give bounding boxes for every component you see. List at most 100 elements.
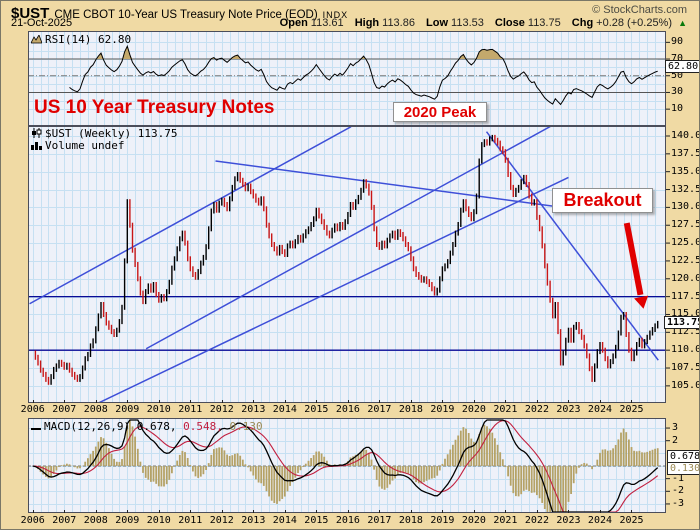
macd-legend: MACD(12,26,9) 0.678, 0.548, 0.130 — [31, 421, 263, 433]
macd-axis-label: -3 — [672, 497, 685, 509]
rsi-axis-label: 10 — [671, 103, 684, 115]
year-label: 2008 — [83, 515, 108, 526]
rsi-axis-label: 90 — [671, 36, 684, 48]
indicator-mountain-icon — [30, 34, 43, 44]
open-label: Open — [279, 17, 308, 29]
chart-date: 21-Oct-2025 — [11, 17, 73, 29]
year-label: 2013 — [241, 515, 266, 526]
chg-value: +0.28 (+0.25%) — [596, 17, 673, 29]
macd-axis-label: -1 — [672, 472, 685, 484]
price-axis-label: 132.5 — [671, 183, 700, 195]
price-axis-label: 122.5 — [671, 254, 700, 266]
year-label: 2007 — [52, 515, 77, 526]
year-label: 2018 — [398, 404, 423, 415]
year-label: 2009 — [115, 404, 140, 415]
main-series — [28, 126, 666, 403]
stockcharts-credit: © StockCharts.com — [592, 4, 687, 16]
macd-signal-value: 0.548, — [183, 420, 223, 433]
price-axis-label: 125.0 — [671, 237, 700, 249]
year-label: 2006 — [20, 515, 45, 526]
price-axis-label: 117.5 — [671, 290, 700, 302]
rsi-axis-label: 70 — [671, 53, 684, 65]
year-label: 2016 — [335, 515, 360, 526]
rising-channel-top — [29, 126, 352, 305]
macd-hist-value-box: 0.130 — [667, 462, 699, 475]
year-label: 2018 — [398, 515, 423, 526]
price-bars — [34, 134, 659, 385]
macd-axis-label: -2 — [672, 485, 685, 497]
year-label: 2021 — [493, 515, 518, 526]
year-label: 2020 — [461, 404, 486, 415]
rsi-series — [69, 44, 658, 106]
year-label: 2014 — [272, 515, 297, 526]
price-axis-label: 110.0 — [671, 344, 700, 356]
main-panel-border — [28, 126, 666, 403]
rsi-panel-border — [28, 31, 666, 126]
year-label: 2023 — [556, 404, 581, 415]
breakout-callout: Breakout — [552, 188, 653, 213]
close-label: Close — [494, 17, 525, 29]
year-label: 2010 — [146, 404, 171, 415]
price-axis-label: 120.0 — [671, 272, 700, 284]
year-label: 2006 — [20, 404, 45, 415]
price-axis-label: 105.0 — [671, 379, 700, 391]
year-label: 2024 — [587, 515, 613, 526]
header-row-1: $UST CME CBOT 10-Year US Treasury Note Pr… — [11, 3, 348, 22]
peak-connect-line — [215, 160, 563, 209]
low-value: 113.53 — [451, 17, 484, 29]
year-label: 2017 — [367, 404, 392, 415]
macd-axis-label: 3 — [672, 422, 679, 434]
open-value: 113.61 — [310, 17, 344, 29]
rsi-legend-label: RSI(14) 62.80 — [45, 33, 132, 46]
price-axis-label: 107.5 — [671, 362, 700, 374]
year-label: 2008 — [83, 404, 108, 415]
main-gridlines — [28, 126, 666, 403]
candlestick-icon — [32, 128, 42, 138]
rising-channel-bottom — [96, 176, 569, 403]
high-value: 113.86 — [382, 17, 415, 29]
year-label: 2019 — [430, 404, 455, 415]
year-label: 2025 — [619, 515, 644, 526]
year-label: 2015 — [304, 404, 329, 415]
year-label: 2011 — [178, 515, 203, 526]
price-axis-label: 135.0 — [671, 165, 700, 177]
year-label: 2010 — [146, 515, 171, 526]
year-label: 2024 — [587, 404, 613, 415]
axis-ticks — [33, 41, 670, 513]
breakout-trendline — [485, 131, 659, 361]
rsi-legend: RSI(14) 62.80 — [30, 33, 132, 46]
price-axis-label: 130.0 — [671, 201, 700, 213]
price-axis-label: 115.0 — [671, 308, 700, 320]
macd-axis-label: 2 — [672, 434, 679, 446]
breakout-arrow — [623, 222, 649, 309]
year-label: 2023 — [556, 515, 581, 526]
volume-legend: Volume undef — [31, 140, 124, 152]
price-axis-label: 140.0 — [671, 129, 700, 141]
low-label: Low — [426, 17, 449, 29]
year-label: 2014 — [272, 404, 297, 415]
rsi-line — [69, 44, 658, 106]
up-arrow-icon: ▲ — [678, 18, 687, 28]
rsi-panel-bg — [28, 31, 666, 126]
price-legend: $UST (Weekly) 113.75 — [31, 128, 177, 140]
macd-signal-line — [32, 420, 659, 513]
year-label: 2013 — [241, 404, 266, 415]
year-label: 2025 — [619, 404, 644, 415]
volume-legend-label: Volume undef — [45, 139, 125, 152]
year-label: 2022 — [524, 515, 549, 526]
price-legend-label: $UST (Weekly) 113.75 — [45, 127, 178, 140]
peak-callout: 2020 Peak — [393, 102, 487, 122]
symbol: $UST — [11, 5, 50, 22]
main-panel-bg — [28, 126, 666, 403]
close-value: 113.75 — [527, 17, 561, 29]
high-label: High — [354, 17, 380, 29]
rsi-axis-label: 50 — [671, 69, 684, 81]
macd-hist-value: 0.130 — [229, 420, 263, 433]
price-axis-label: 112.5 — [671, 326, 700, 338]
chg-label: Chg — [571, 17, 594, 29]
year-label: 2015 — [304, 515, 329, 526]
year-label: 2022 — [524, 404, 549, 415]
volume-bars-icon — [31, 142, 42, 150]
